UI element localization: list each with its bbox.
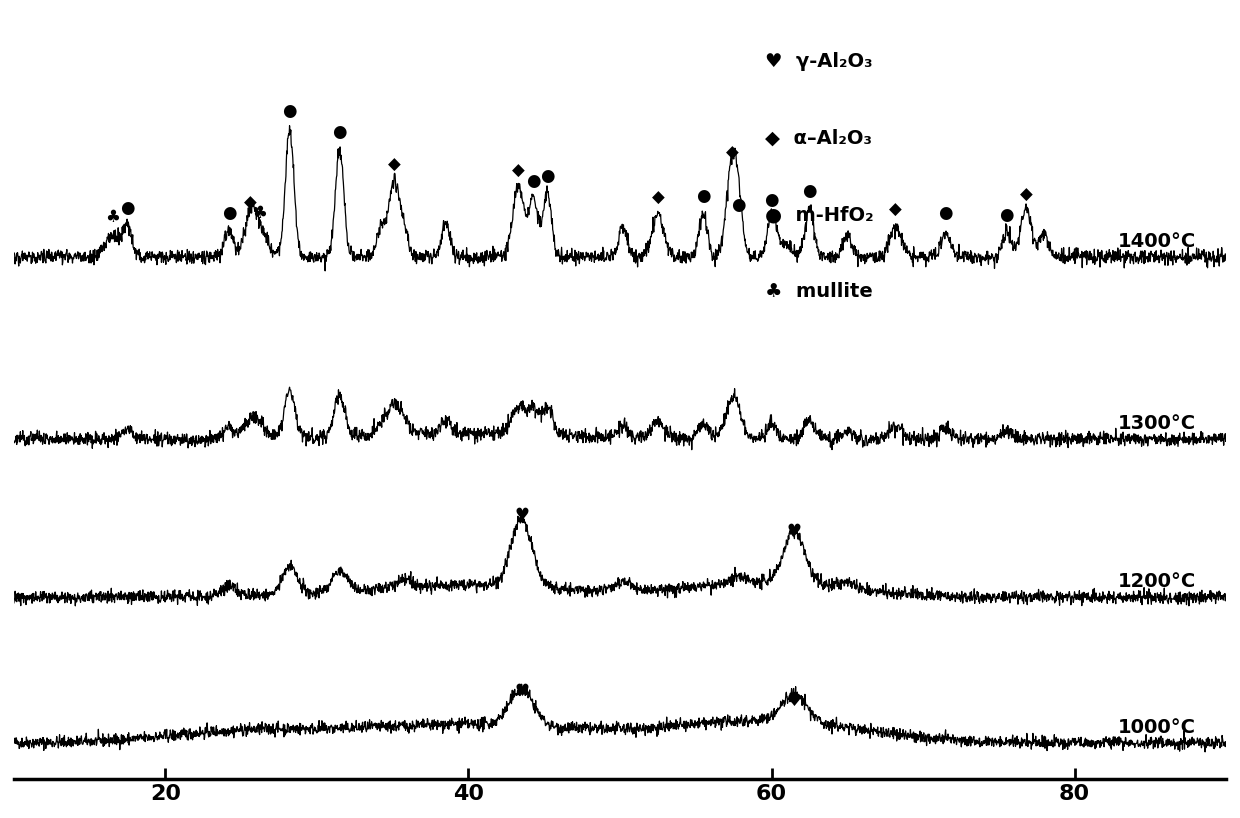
Text: ◆: ◆ [889,201,903,219]
Text: ●: ● [283,101,296,119]
Text: ◆  α–Al₂O₃: ◆ α–Al₂O₃ [765,128,873,148]
Text: ♣  mullite: ♣ mullite [765,281,873,301]
Text: ●: ● [332,124,347,142]
Text: ♣: ♣ [252,204,267,222]
Text: 1200°C: 1200°C [1117,572,1195,591]
Text: ●  m-HfO₂: ● m-HfO₂ [765,205,874,224]
Text: ♥  γ-Al₂O₃: ♥ γ-Al₂O₃ [765,52,873,71]
Text: ♥: ♥ [515,506,529,524]
Text: ●: ● [539,167,554,185]
Text: ◆: ◆ [725,144,739,162]
Text: ●: ● [802,182,817,200]
Text: ♥: ♥ [787,692,802,710]
Text: ♥: ♥ [515,682,529,700]
Text: ◆: ◆ [244,194,257,212]
Text: ●: ● [526,172,541,190]
Text: ♣: ♣ [105,209,120,227]
Text: ◆: ◆ [1019,186,1033,204]
Text: ◆: ◆ [388,156,401,174]
Text: ●: ● [999,206,1013,224]
Text: 1400°C: 1400°C [1117,231,1195,251]
Text: ●: ● [939,204,954,222]
Text: 1300°C: 1300°C [1117,414,1195,433]
Text: ♥: ♥ [787,522,802,540]
Text: ●: ● [730,196,745,214]
Text: 1000°C: 1000°C [1117,717,1195,737]
Text: ●: ● [696,187,711,204]
Text: ◆: ◆ [651,189,665,207]
Text: ◆: ◆ [512,162,525,180]
Text: ●: ● [222,204,237,222]
Text: ●: ● [120,199,135,217]
Text: ●: ● [764,191,779,209]
